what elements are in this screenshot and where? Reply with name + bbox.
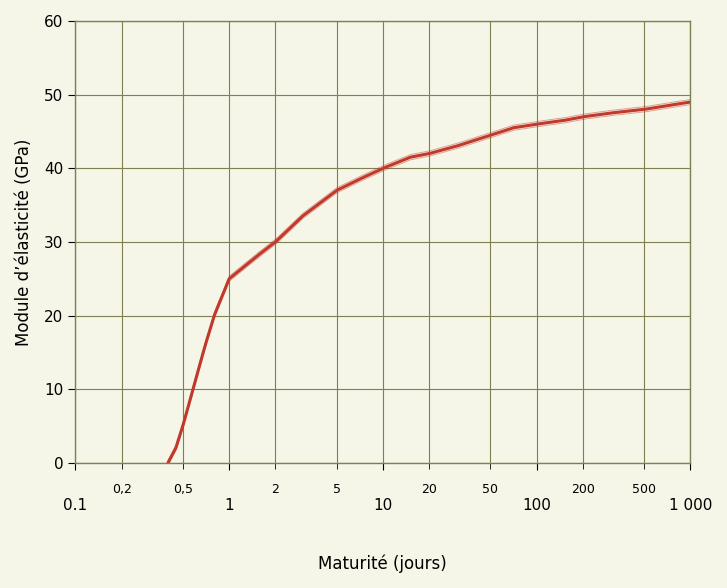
Text: 5: 5 [332, 483, 340, 496]
Text: 0,5: 0,5 [173, 483, 193, 496]
Text: 50: 50 [482, 483, 498, 496]
Text: 200: 200 [571, 483, 595, 496]
Text: 2: 2 [271, 483, 279, 496]
X-axis label: Maturité (jours): Maturité (jours) [318, 554, 447, 573]
Text: 500: 500 [632, 483, 656, 496]
Y-axis label: Module d’élasticité (GPa): Module d’élasticité (GPa) [15, 138, 33, 346]
Text: 0,2: 0,2 [112, 483, 132, 496]
Text: 20: 20 [421, 483, 437, 496]
